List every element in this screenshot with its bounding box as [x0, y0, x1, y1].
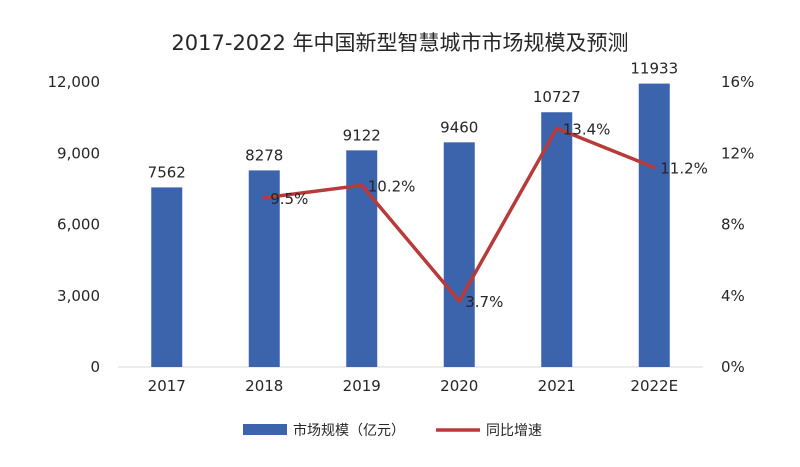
- left-tick-label: 0: [90, 358, 100, 376]
- left-tick-label: 3,000: [57, 287, 100, 305]
- right-tick-label: 8%: [721, 216, 745, 234]
- growth-value-label: 13.4%: [563, 120, 611, 138]
- bar-value-label: 11933: [630, 60, 678, 78]
- growth-value-label: 9.5%: [270, 190, 308, 208]
- legend: 市场规模（亿元） 同比增速: [243, 422, 542, 439]
- bar-series: [151, 83, 670, 367]
- bar: [248, 170, 280, 367]
- bar: [151, 187, 183, 367]
- legend-bar-swatch: [243, 424, 287, 435]
- bar-value-label: 9122: [343, 126, 381, 144]
- bar: [638, 83, 670, 367]
- left-tick-label: 9,000: [57, 144, 100, 162]
- right-tick-label: 16%: [721, 73, 754, 91]
- growth-point: [554, 126, 559, 131]
- right-tick-label: 12%: [721, 144, 754, 162]
- chart-title: 2017-2022 年中国新型智慧城市市场规模及预测: [171, 31, 628, 55]
- growth-value-label: 11.2%: [660, 160, 708, 178]
- x-tick-label: 2022E: [630, 377, 678, 395]
- growth-point: [262, 195, 267, 200]
- bar: [541, 112, 573, 367]
- legend-bar-label: 市场规模（亿元）: [293, 422, 405, 439]
- bar: [443, 142, 475, 367]
- x-tick-label: 2018: [245, 377, 283, 395]
- bar-value-label: 8278: [245, 146, 283, 164]
- x-tick-label: 2017: [148, 377, 186, 395]
- bar-value-label: 9460: [440, 118, 478, 136]
- bar-value-label: 7562: [148, 163, 186, 181]
- growth-point: [457, 299, 462, 303]
- growth-point: [359, 183, 364, 188]
- x-tick-label: 2020: [440, 377, 478, 395]
- line-labels: 9.5% 10.2% 3.7% 13.4% 11.2%: [270, 120, 708, 311]
- growth-point: [652, 165, 657, 170]
- x-tick-label: 2019: [343, 377, 381, 395]
- growth-value-label: 3.7%: [465, 293, 503, 311]
- line-series: [262, 126, 657, 303]
- right-axis: 0% 4% 8% 12% 16%: [721, 73, 754, 376]
- right-tick-label: 0%: [721, 358, 745, 376]
- right-tick-label: 4%: [721, 287, 745, 305]
- left-axis: 0 3,000 6,000 9,000 12,000: [48, 73, 101, 376]
- growth-value-label: 10.2%: [368, 177, 416, 195]
- left-tick-label: 12,000: [48, 73, 101, 91]
- bar-labels: 7562 8278 9122 9460 10727 11933: [148, 60, 678, 182]
- left-tick-label: 6,000: [57, 216, 100, 234]
- x-axis: 2017 2018 2019 2020 2021 2022E: [148, 377, 678, 395]
- x-tick-label: 2021: [538, 377, 576, 395]
- legend-line-label: 同比增速: [486, 423, 542, 439]
- bar-value-label: 10727: [533, 88, 581, 106]
